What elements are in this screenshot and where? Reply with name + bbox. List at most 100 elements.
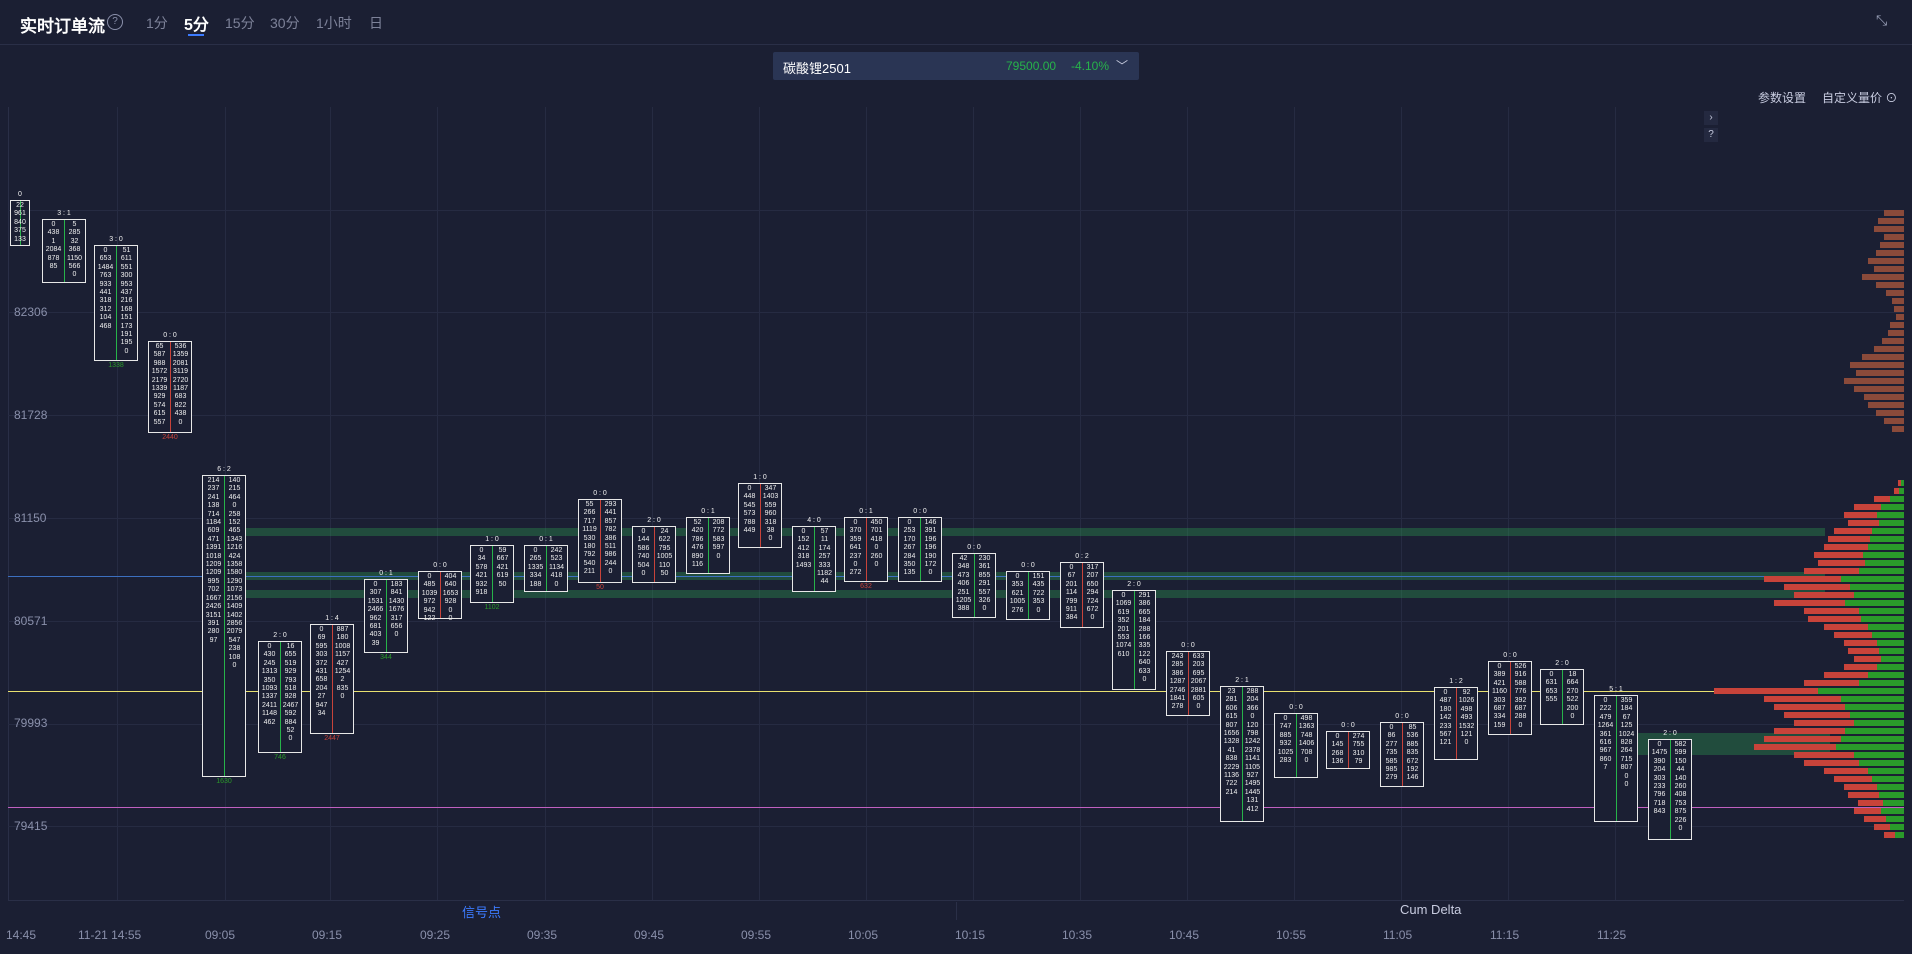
volume-cell: 334 bbox=[1493, 713, 1506, 721]
candle-header: 0 : 2 bbox=[1075, 553, 1089, 560]
volume-profile-bar bbox=[1890, 322, 1904, 328]
footprint-candle[interactable]: 0 : 1 0 265 1335 334 188 242 523 1134 418 0 bbox=[524, 536, 568, 592]
volume-cell: 540 bbox=[583, 559, 596, 567]
volume-cell: 0 bbox=[1015, 573, 1020, 580]
settings-button[interactable]: 参数设置 bbox=[1758, 91, 1807, 105]
page-title: 实时订单流 bbox=[20, 17, 105, 36]
footprint-candle[interactable]: 0 : 0 0 353 621 1005 276 151 435 722 353 0 bbox=[1006, 562, 1050, 620]
footprint-candle[interactable]: 1 : 0 0 34 578 421 932 918 59 667 421 619 50 1102 bbox=[470, 536, 514, 611]
volume-profile-bar bbox=[1884, 418, 1904, 424]
footprint-candle[interactable]: 1 : 2 0 487 180 142 233 567 121 92 1026 498 493 1532… bbox=[1434, 678, 1478, 760]
volume-cell: 1039 bbox=[421, 589, 438, 597]
volume-cell: 204 bbox=[1653, 766, 1666, 774]
custom-price-button[interactable]: 自定义量价 ⊙ bbox=[1822, 89, 1897, 106]
ask-column: 85 536 885 835 672 192 146 bbox=[1402, 724, 1423, 783]
timeframe-1hour[interactable]: 1小时 bbox=[316, 15, 352, 31]
volume-profile-bar bbox=[1845, 600, 1904, 606]
footprint-candle[interactable]: 2 : 0 0 631 653 555 18 664 270 522 200 0 bbox=[1540, 660, 1584, 725]
footprint-candle[interactable]: 0 22 961 840 375 133 bbox=[10, 191, 30, 246]
footprint-candle[interactable]: 0 : 0 42 348 473 406 251 1205 388 230 361 855 291 55… bbox=[952, 544, 996, 618]
volume-profile-bar bbox=[1864, 816, 1886, 822]
help-icon[interactable]: ? bbox=[1704, 128, 1718, 142]
candle-delta: 2440 bbox=[162, 434, 178, 441]
volume-cell: 333 bbox=[818, 561, 831, 569]
x-axis-label: 11:25 bbox=[1597, 928, 1627, 942]
volume-profile-bar bbox=[1841, 736, 1904, 742]
footprint-candle[interactable]: 2 : 0 0 144 586 740 504 0 24 622 795 1005 110 50 bbox=[632, 517, 676, 583]
volume-profile-bar bbox=[1818, 688, 1904, 694]
y-axis-label: 81728 bbox=[14, 408, 48, 422]
volume-cell: 390 bbox=[1653, 757, 1666, 765]
volume-cell: 207 bbox=[1086, 572, 1099, 580]
candle-header: 2 : 0 bbox=[1127, 581, 1141, 588]
footprint-candle[interactable]: 0 : 0 0 389 421 1160 303 687 334 159 526 916 588 776… bbox=[1488, 652, 1532, 735]
volume-cell: 368 bbox=[68, 246, 81, 254]
x-axis-label: 10:35 bbox=[1062, 928, 1093, 942]
candle-header: 2 : 0 bbox=[1555, 660, 1569, 667]
footprint-candle[interactable]: 0 : 0 65 587 988 1572 2179 1339 929 574 615 557 536… bbox=[148, 332, 192, 441]
volume-cell: 438 bbox=[174, 410, 187, 418]
footprint-candle[interactable]: 0 : 0 0 86 277 735 585 985 279 85 536 885 835 672 192… bbox=[1380, 713, 1424, 787]
volume-cell: 431 bbox=[315, 668, 328, 676]
volume-cell: 7 bbox=[1603, 764, 1608, 772]
volume-cell: 403 bbox=[369, 631, 382, 639]
footprint-candle[interactable]: 6 : 2 214 237 241 138 714 1184 609 471 1391 1018 12… bbox=[202, 466, 246, 785]
footprint-candle[interactable]: 0 : 0 0 253 170 267 284 350 135 146 391 196 196 190 1… bbox=[898, 508, 942, 582]
volume-cell: 0 bbox=[1335, 733, 1340, 740]
chevron-right-icon[interactable]: › bbox=[1704, 111, 1718, 125]
volume-cell: 0 bbox=[1518, 721, 1523, 729]
footprint-candle[interactable]: 0 : 1 52 420 786 476 890 116 208 772 583 597 0 bbox=[686, 508, 730, 574]
footprint-candle[interactable]: 5 : 1 0 222 479 1264 361 616 967 860 7 359 184 67 125… bbox=[1594, 686, 1638, 822]
volume-cell: 586 bbox=[637, 544, 650, 552]
footprint-candle[interactable]: 1 : 0 0 448 545 573 788 449 347 1403 559 960 318 38 0 bbox=[738, 474, 782, 548]
footprint-candle[interactable]: 3 : 1 0 438 1 2084 878 85 5 285 32 368 1150 566 0 bbox=[42, 210, 86, 283]
symbol-selector[interactable]: 碳酸锂2501 79500.00 -4.10% ﹀ bbox=[773, 52, 1139, 80]
collapse-icon[interactable]: ⤡ bbox=[1876, 12, 1888, 28]
footprint-candle[interactable]: 0 : 2 0 67 201 114 799 911 384 317 207 650 294 724 67… bbox=[1060, 553, 1104, 628]
volume-cell: 942 bbox=[423, 606, 436, 614]
volume-cell: 265 bbox=[529, 555, 542, 563]
footprint-candle[interactable]: 0 : 0 243 285 386 1287 2746 1841 278 633 203 695 20… bbox=[1166, 642, 1210, 716]
volume-cell: 260 bbox=[870, 552, 883, 560]
volume-cell: 724 bbox=[1086, 597, 1099, 605]
footprint-candle[interactable]: 1 : 4 0 69 595 303 372 431 658 204 27 947 34 887 180 1… bbox=[310, 615, 354, 742]
help-icon[interactable]: ? bbox=[107, 14, 123, 30]
volume-cell: 188 bbox=[529, 580, 542, 588]
volume-cell: 855 bbox=[978, 571, 991, 579]
timeframe-30min[interactable]: 30分 bbox=[270, 15, 300, 31]
footprint-candle[interactable]: 0 : 0 55 266 717 1119 530 180 792 540 211 293 441 85… bbox=[578, 490, 622, 591]
tab-cum-delta[interactable]: Cum Delta bbox=[1400, 902, 1462, 917]
footprint-candle[interactable]: 2 : 0 0 1069 619 352 201 553 1074 610 291 386 665 18… bbox=[1112, 581, 1156, 690]
footprint-candle[interactable]: 0 : 0 0 145 268 136 274 755 310 79 bbox=[1326, 722, 1370, 769]
volume-cell: 114 bbox=[1065, 589, 1078, 597]
volume-cell: 180 bbox=[1439, 705, 1452, 713]
footprint-candle[interactable]: 3 : 0 0 653 1484 763 933 441 318 312 104 468 51 611 5… bbox=[94, 236, 138, 369]
bid-column: 0 69 595 303 372 431 658 204 27 947 34 bbox=[311, 626, 332, 718]
chart-area[interactable] bbox=[8, 107, 1905, 900]
volume-cell: 384 bbox=[1065, 614, 1078, 622]
volume-cell: 0 bbox=[1497, 663, 1502, 670]
footprint-candle[interactable]: 0 : 1 0 370 359 641 237 0 272 450 701 418 0 260 0 632 bbox=[844, 508, 888, 590]
tab-signal-points[interactable]: 信号点 bbox=[462, 905, 502, 920]
timeframe-15min[interactable]: 15分 bbox=[225, 15, 255, 31]
volume-cell: 386 bbox=[604, 534, 617, 542]
volume-cell: 318 bbox=[764, 518, 777, 526]
footprint-candle[interactable]: 2 : 0 0 430 245 1313 350 1093 1337 2411 1148 462 16… bbox=[258, 632, 302, 761]
volume-cell: 1148 bbox=[261, 710, 278, 718]
footprint-candle[interactable]: 2 : 1 23 281 606 615 807 1656 1328 41 838 2229 1136… bbox=[1220, 677, 1264, 822]
volume-cell: 214 bbox=[1225, 788, 1238, 796]
footprint-candle[interactable]: 4 : 0 0 152 412 318 1493 57 11 174 257 333 1182 44 bbox=[792, 517, 836, 592]
timeframe-day[interactable]: 日 bbox=[369, 15, 383, 31]
volume-cell: 173 bbox=[120, 322, 133, 330]
chevron-down-icon[interactable]: ﹀ bbox=[1116, 59, 1129, 73]
volume-profile-bar bbox=[1850, 584, 1904, 590]
volume-profile-bar bbox=[1774, 728, 1845, 734]
footprint-candle[interactable]: 2 : 0 0 1475 390 204 303 233 796 718 843 582 599 150… bbox=[1648, 730, 1692, 840]
x-axis-label: 09:55 bbox=[741, 928, 772, 942]
footprint-candle[interactable]: 0 : 0 0 485 1039 972 942 122 404 640 1653 928 0 0 bbox=[418, 562, 462, 622]
volume-cell: 441 bbox=[604, 509, 617, 517]
footprint-candle[interactable]: 0 : 1 0 307 1531 2466 962 681 403 39 183 841 1430 16… bbox=[364, 570, 408, 661]
footprint-candle[interactable]: 0 : 0 0 747 885 932 1025 283 498 1363 748 1406 708 0 bbox=[1274, 704, 1318, 778]
timeframe-5min[interactable]: 5分 bbox=[184, 17, 209, 34]
timeframe-1min[interactable]: 1分 bbox=[146, 15, 168, 31]
